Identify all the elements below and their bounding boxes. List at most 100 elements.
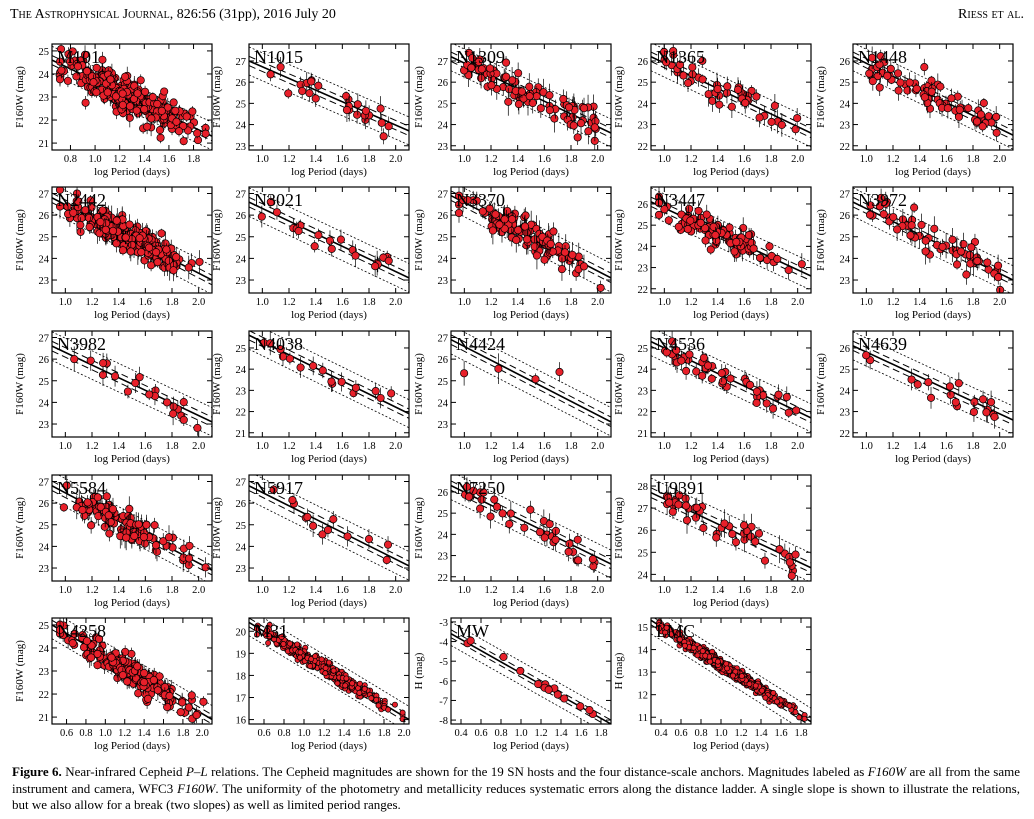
data-point <box>195 257 204 266</box>
data-point <box>77 213 86 223</box>
data-point <box>153 686 162 695</box>
data-point <box>921 247 930 256</box>
x-tick-label: 1.0 <box>256 585 269 596</box>
data-point <box>141 87 150 96</box>
panel-n4536: 1.0 1.2 1.4 1.6 1.8 2.0 21 22 23 24 25 N4536 log Per… <box>613 330 812 465</box>
data-point <box>93 493 102 502</box>
data-point <box>490 495 499 504</box>
data-point <box>125 504 134 513</box>
y-tick-label: 22 <box>236 408 247 419</box>
data-point <box>770 101 779 110</box>
data-point <box>488 226 497 235</box>
x-tick-label: 1.0 <box>99 728 112 739</box>
data-point <box>707 374 716 383</box>
data-point <box>712 533 721 542</box>
data-point <box>877 193 886 202</box>
data-point <box>107 653 116 662</box>
data-point <box>865 69 874 78</box>
data-point <box>133 89 142 98</box>
data-point <box>728 529 737 539</box>
data-point <box>147 261 156 270</box>
pl-fit-offset-line <box>651 51 811 129</box>
data-point <box>126 247 135 256</box>
panel-title: N5584 <box>57 478 106 498</box>
data-point <box>134 520 143 529</box>
panel-n7250: 1.0 1.2 1.4 1.6 1.8 2.0 22 23 24 25 26 N7250 log Per… <box>413 474 612 609</box>
data-point <box>187 691 196 700</box>
data-point <box>502 72 511 81</box>
data-point <box>125 220 134 229</box>
panel-plot-area <box>52 187 212 293</box>
y-tick-label: 23 <box>236 564 247 575</box>
x-tick-label: 1.6 <box>336 154 349 165</box>
y-tick-label: 26 <box>39 355 50 366</box>
panel-frame <box>650 474 812 582</box>
data-point <box>178 698 187 707</box>
panel-n1309: 1.0 1.2 1.4 1.6 1.8 2.0 23 24 25 26 27 N1309 log Per… <box>413 43 612 178</box>
data-point <box>98 206 107 215</box>
data-point <box>308 656 315 662</box>
y-tick-label: 24 <box>438 254 449 265</box>
y-tick-label: 26 <box>638 200 649 211</box>
data-point <box>486 512 495 521</box>
data-point <box>930 224 939 233</box>
panel-n1365: 1.0 1.2 1.4 1.6 1.8 2.0 22 23 24 25 26 N1365 log Per… <box>613 43 812 178</box>
x-tick-label: 1.0 <box>256 441 269 452</box>
data-point <box>784 266 793 275</box>
pl-scatter-bound-line <box>657 331 811 405</box>
data-point <box>755 113 764 122</box>
y-axis-label: F160W (mag) <box>815 66 827 128</box>
x-tick-label: 1.6 <box>139 441 152 452</box>
x-tick-label: 1.6 <box>538 585 551 596</box>
data-point <box>920 63 929 72</box>
x-tick-label: 1.2 <box>684 297 697 308</box>
data-point <box>523 235 532 244</box>
data-point <box>692 367 701 376</box>
panel-title: M31 <box>254 621 288 641</box>
y-tick-label: 26 <box>236 211 247 222</box>
data-point <box>703 361 713 370</box>
data-point <box>493 502 502 511</box>
y-tick-label: 27 <box>236 477 247 488</box>
data-point <box>118 671 127 680</box>
data-point <box>384 122 393 131</box>
data-point <box>371 262 380 271</box>
data-point <box>485 64 495 73</box>
data-point <box>376 104 385 113</box>
data-point <box>698 371 707 380</box>
panel-plot-area <box>52 331 212 437</box>
data-point <box>708 96 717 105</box>
data-point <box>868 53 877 62</box>
data-point <box>311 94 320 103</box>
data-point <box>254 625 260 632</box>
data-point <box>574 556 583 565</box>
panel-title: N1448 <box>858 47 907 67</box>
data-point <box>955 105 964 114</box>
x-tick-label: 1.4 <box>913 154 927 165</box>
data-point <box>142 520 151 529</box>
pl-scatter-bound-line <box>249 187 409 264</box>
data-point <box>382 555 391 564</box>
data-point <box>947 94 956 103</box>
x-tick-label: 1.4 <box>711 585 725 596</box>
y-tick-label: 24 <box>39 542 50 553</box>
data-point <box>318 366 327 375</box>
panel-title: N3021 <box>254 190 303 210</box>
x-tick-label: 2.0 <box>791 297 804 308</box>
data-point <box>102 492 111 501</box>
x-tick-label: 0.8 <box>79 728 92 739</box>
data-point <box>172 252 181 262</box>
y-axis-label: F160W (mag) <box>413 66 425 128</box>
data-point <box>87 653 96 662</box>
y-tick-label: 23 <box>840 276 851 287</box>
data-point <box>104 511 113 520</box>
data-point <box>660 205 669 214</box>
data-point <box>662 348 671 357</box>
data-point <box>701 236 710 245</box>
x-tick-label: 1.2 <box>317 728 330 739</box>
data-point <box>55 625 65 634</box>
x-tick-label: 1.6 <box>139 297 152 308</box>
data-point <box>342 92 351 101</box>
y-tick-label: 23 <box>438 276 449 287</box>
y-tick-label: 22 <box>840 429 851 440</box>
